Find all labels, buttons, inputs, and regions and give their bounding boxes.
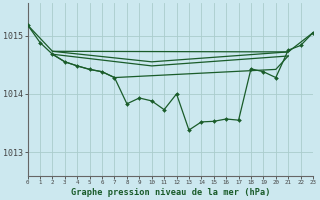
X-axis label: Graphe pression niveau de la mer (hPa): Graphe pression niveau de la mer (hPa): [71, 188, 270, 197]
